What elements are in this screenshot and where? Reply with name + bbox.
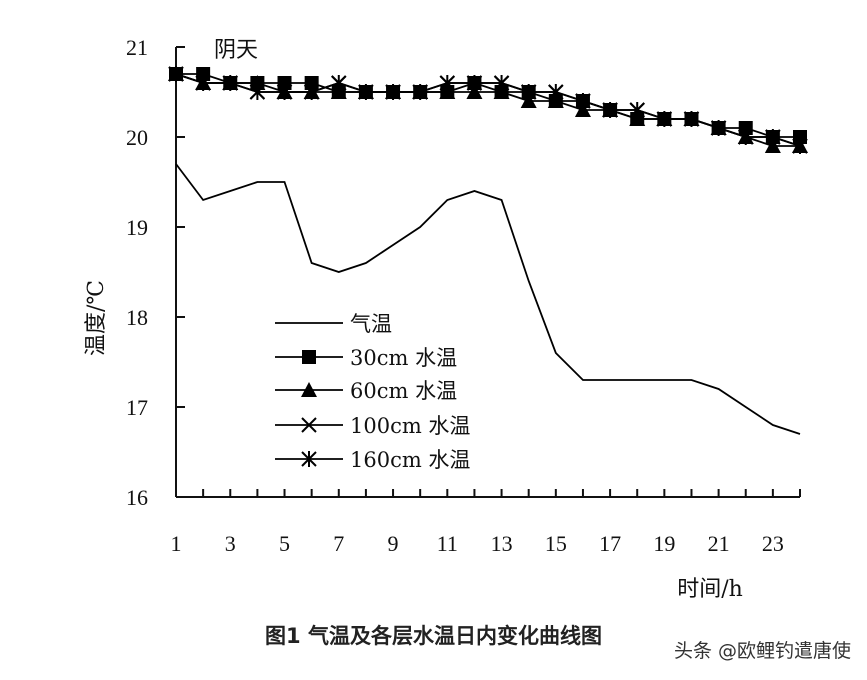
data-point xyxy=(683,111,700,127)
series-3 xyxy=(168,66,808,154)
legend-marker xyxy=(302,350,316,364)
data-point xyxy=(792,138,808,154)
x-tick-label: 5 xyxy=(279,531,290,556)
x-tick-label: 13 xyxy=(491,531,513,556)
y-tick-label: 16 xyxy=(126,485,148,510)
data-point xyxy=(493,75,510,91)
axes xyxy=(175,47,800,498)
series-line xyxy=(175,73,800,147)
data-point xyxy=(466,84,483,99)
data-point xyxy=(764,138,781,153)
data-point xyxy=(548,84,564,100)
x-tick-label: 7 xyxy=(333,531,344,556)
series-line xyxy=(175,73,801,147)
x-tick-label: 23 xyxy=(762,531,784,556)
data-point xyxy=(575,93,591,109)
data-point xyxy=(439,84,456,99)
x-axis-ticks: 1 3 5 7 9 11 13 15 17 19 21 23 xyxy=(171,489,801,556)
legend-marker xyxy=(301,417,317,433)
x-tick-label: 1 xyxy=(171,531,182,556)
legend-label: 气温 xyxy=(350,312,392,336)
series-layer xyxy=(168,66,808,435)
series-4 xyxy=(168,66,808,154)
data-point xyxy=(303,84,320,100)
data-point xyxy=(629,102,645,118)
legend-label: 160cm 水温 xyxy=(350,448,470,472)
data-point xyxy=(330,84,347,99)
data-point xyxy=(277,76,292,90)
data-point xyxy=(276,84,293,100)
data-point xyxy=(196,67,211,81)
x-tick-label: 19 xyxy=(653,531,675,556)
x-tick-label: 3 xyxy=(225,531,236,556)
data-point xyxy=(547,93,564,108)
x-tick-label: 17 xyxy=(599,531,621,556)
data-point xyxy=(195,75,211,91)
series-0 xyxy=(175,163,801,435)
data-point xyxy=(249,84,266,100)
y-axis-label: 温度/℃ xyxy=(84,280,109,356)
legend: 气温 30cm 水温 60cm 水温 100cm 水温 160cm 水温 xyxy=(275,312,470,472)
legend-marker xyxy=(301,382,317,397)
data-point xyxy=(466,75,483,91)
data-point xyxy=(222,75,238,91)
y-tick-label: 17 xyxy=(126,395,148,420)
data-point xyxy=(304,76,319,90)
x-tick-label: 11 xyxy=(437,531,458,556)
data-point xyxy=(493,84,510,99)
legend-label: 30cm 水温 xyxy=(350,346,457,370)
y-tick-label: 21 xyxy=(126,35,148,60)
data-point xyxy=(602,102,618,118)
data-point xyxy=(710,120,727,136)
x-tick-label: 21 xyxy=(708,531,730,556)
data-point xyxy=(574,102,591,117)
data-point xyxy=(168,66,184,82)
y-tick-label: 19 xyxy=(126,215,148,240)
series-line xyxy=(175,73,801,147)
data-point xyxy=(385,84,401,100)
data-point xyxy=(738,121,753,135)
data-point xyxy=(439,75,456,91)
data-point xyxy=(249,75,266,90)
series-1 xyxy=(169,67,807,144)
data-point xyxy=(331,75,347,91)
annotation: 阴天 xyxy=(214,38,258,63)
x-tick-label: 15 xyxy=(545,531,567,556)
y-tick-label: 20 xyxy=(126,125,148,150)
legend-marker xyxy=(301,451,317,467)
data-point xyxy=(629,111,646,126)
series-line xyxy=(175,163,801,435)
data-point xyxy=(765,129,781,145)
data-point xyxy=(793,130,807,144)
data-point xyxy=(520,93,537,108)
x-axis-label: 时间/h xyxy=(677,577,743,602)
legend-label: 60cm 水温 xyxy=(350,379,457,403)
x-tick-label: 9 xyxy=(388,531,399,556)
data-point xyxy=(520,84,537,100)
data-point xyxy=(412,84,428,100)
data-point xyxy=(738,129,754,145)
y-tick-label: 18 xyxy=(126,305,148,330)
data-point xyxy=(358,84,374,100)
y-axis-ticks: 16 17 18 19 20 21 xyxy=(126,35,185,510)
legend-label: 100cm 水温 xyxy=(350,414,470,438)
data-point xyxy=(656,111,673,127)
watermark: 头条 @欧鲤钓遣唐使 xyxy=(673,640,851,662)
figure-caption: 图1 气温及各层水温日内变化曲线图 xyxy=(265,624,602,648)
